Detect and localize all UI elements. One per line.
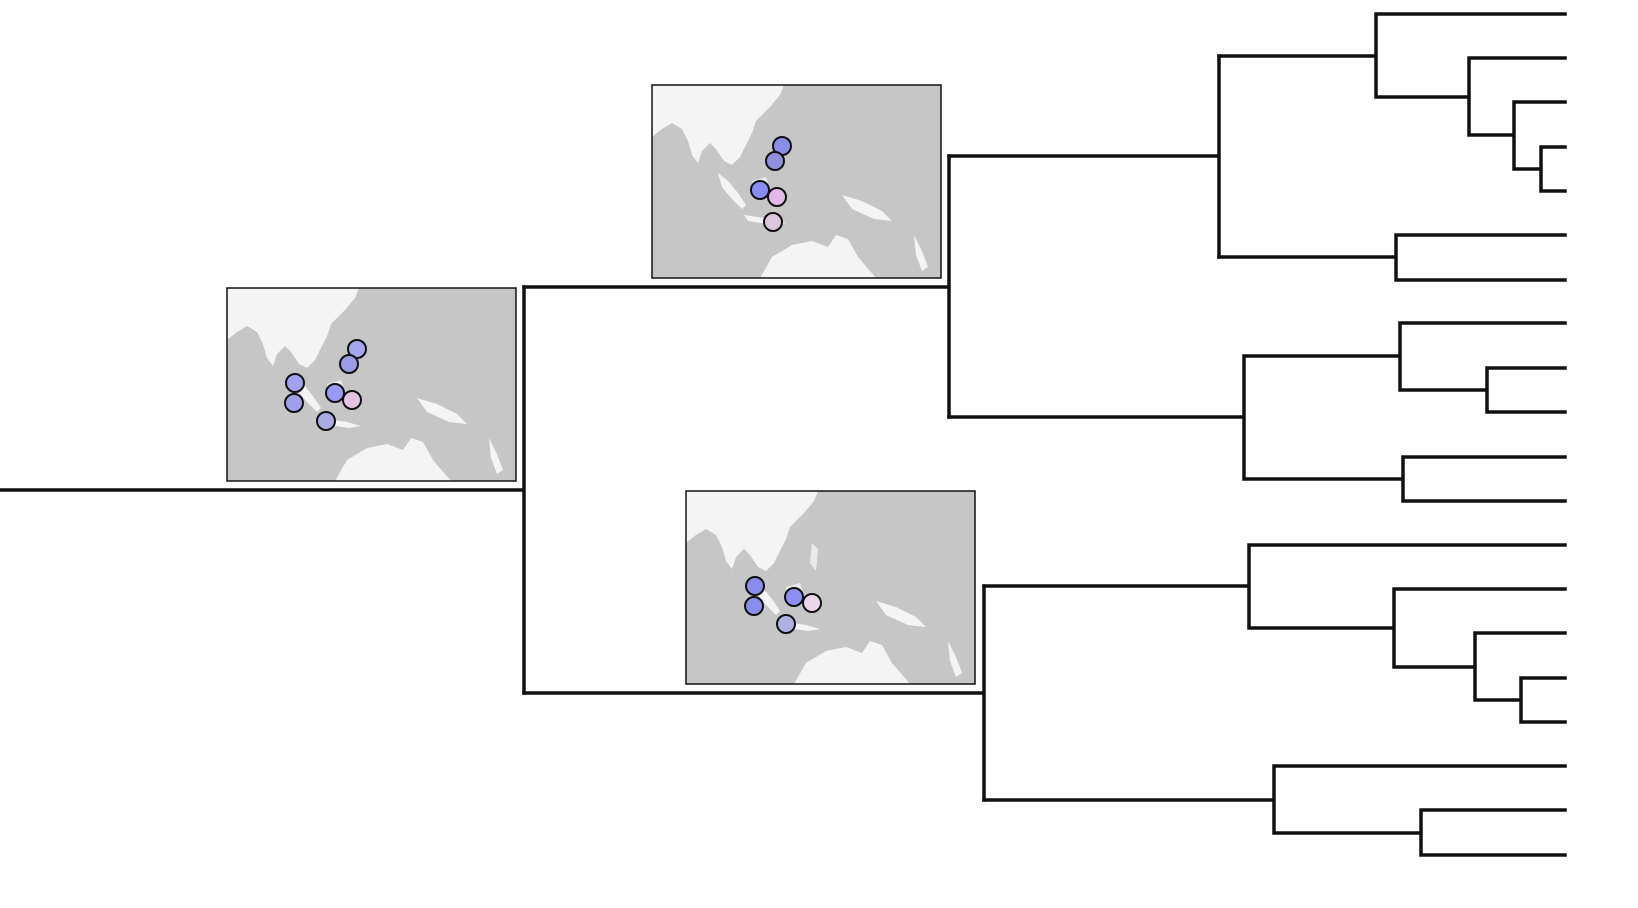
map-inset [226,287,517,482]
map-inset [685,490,976,685]
map-inset [651,84,942,279]
tree-branches [0,12,1567,857]
